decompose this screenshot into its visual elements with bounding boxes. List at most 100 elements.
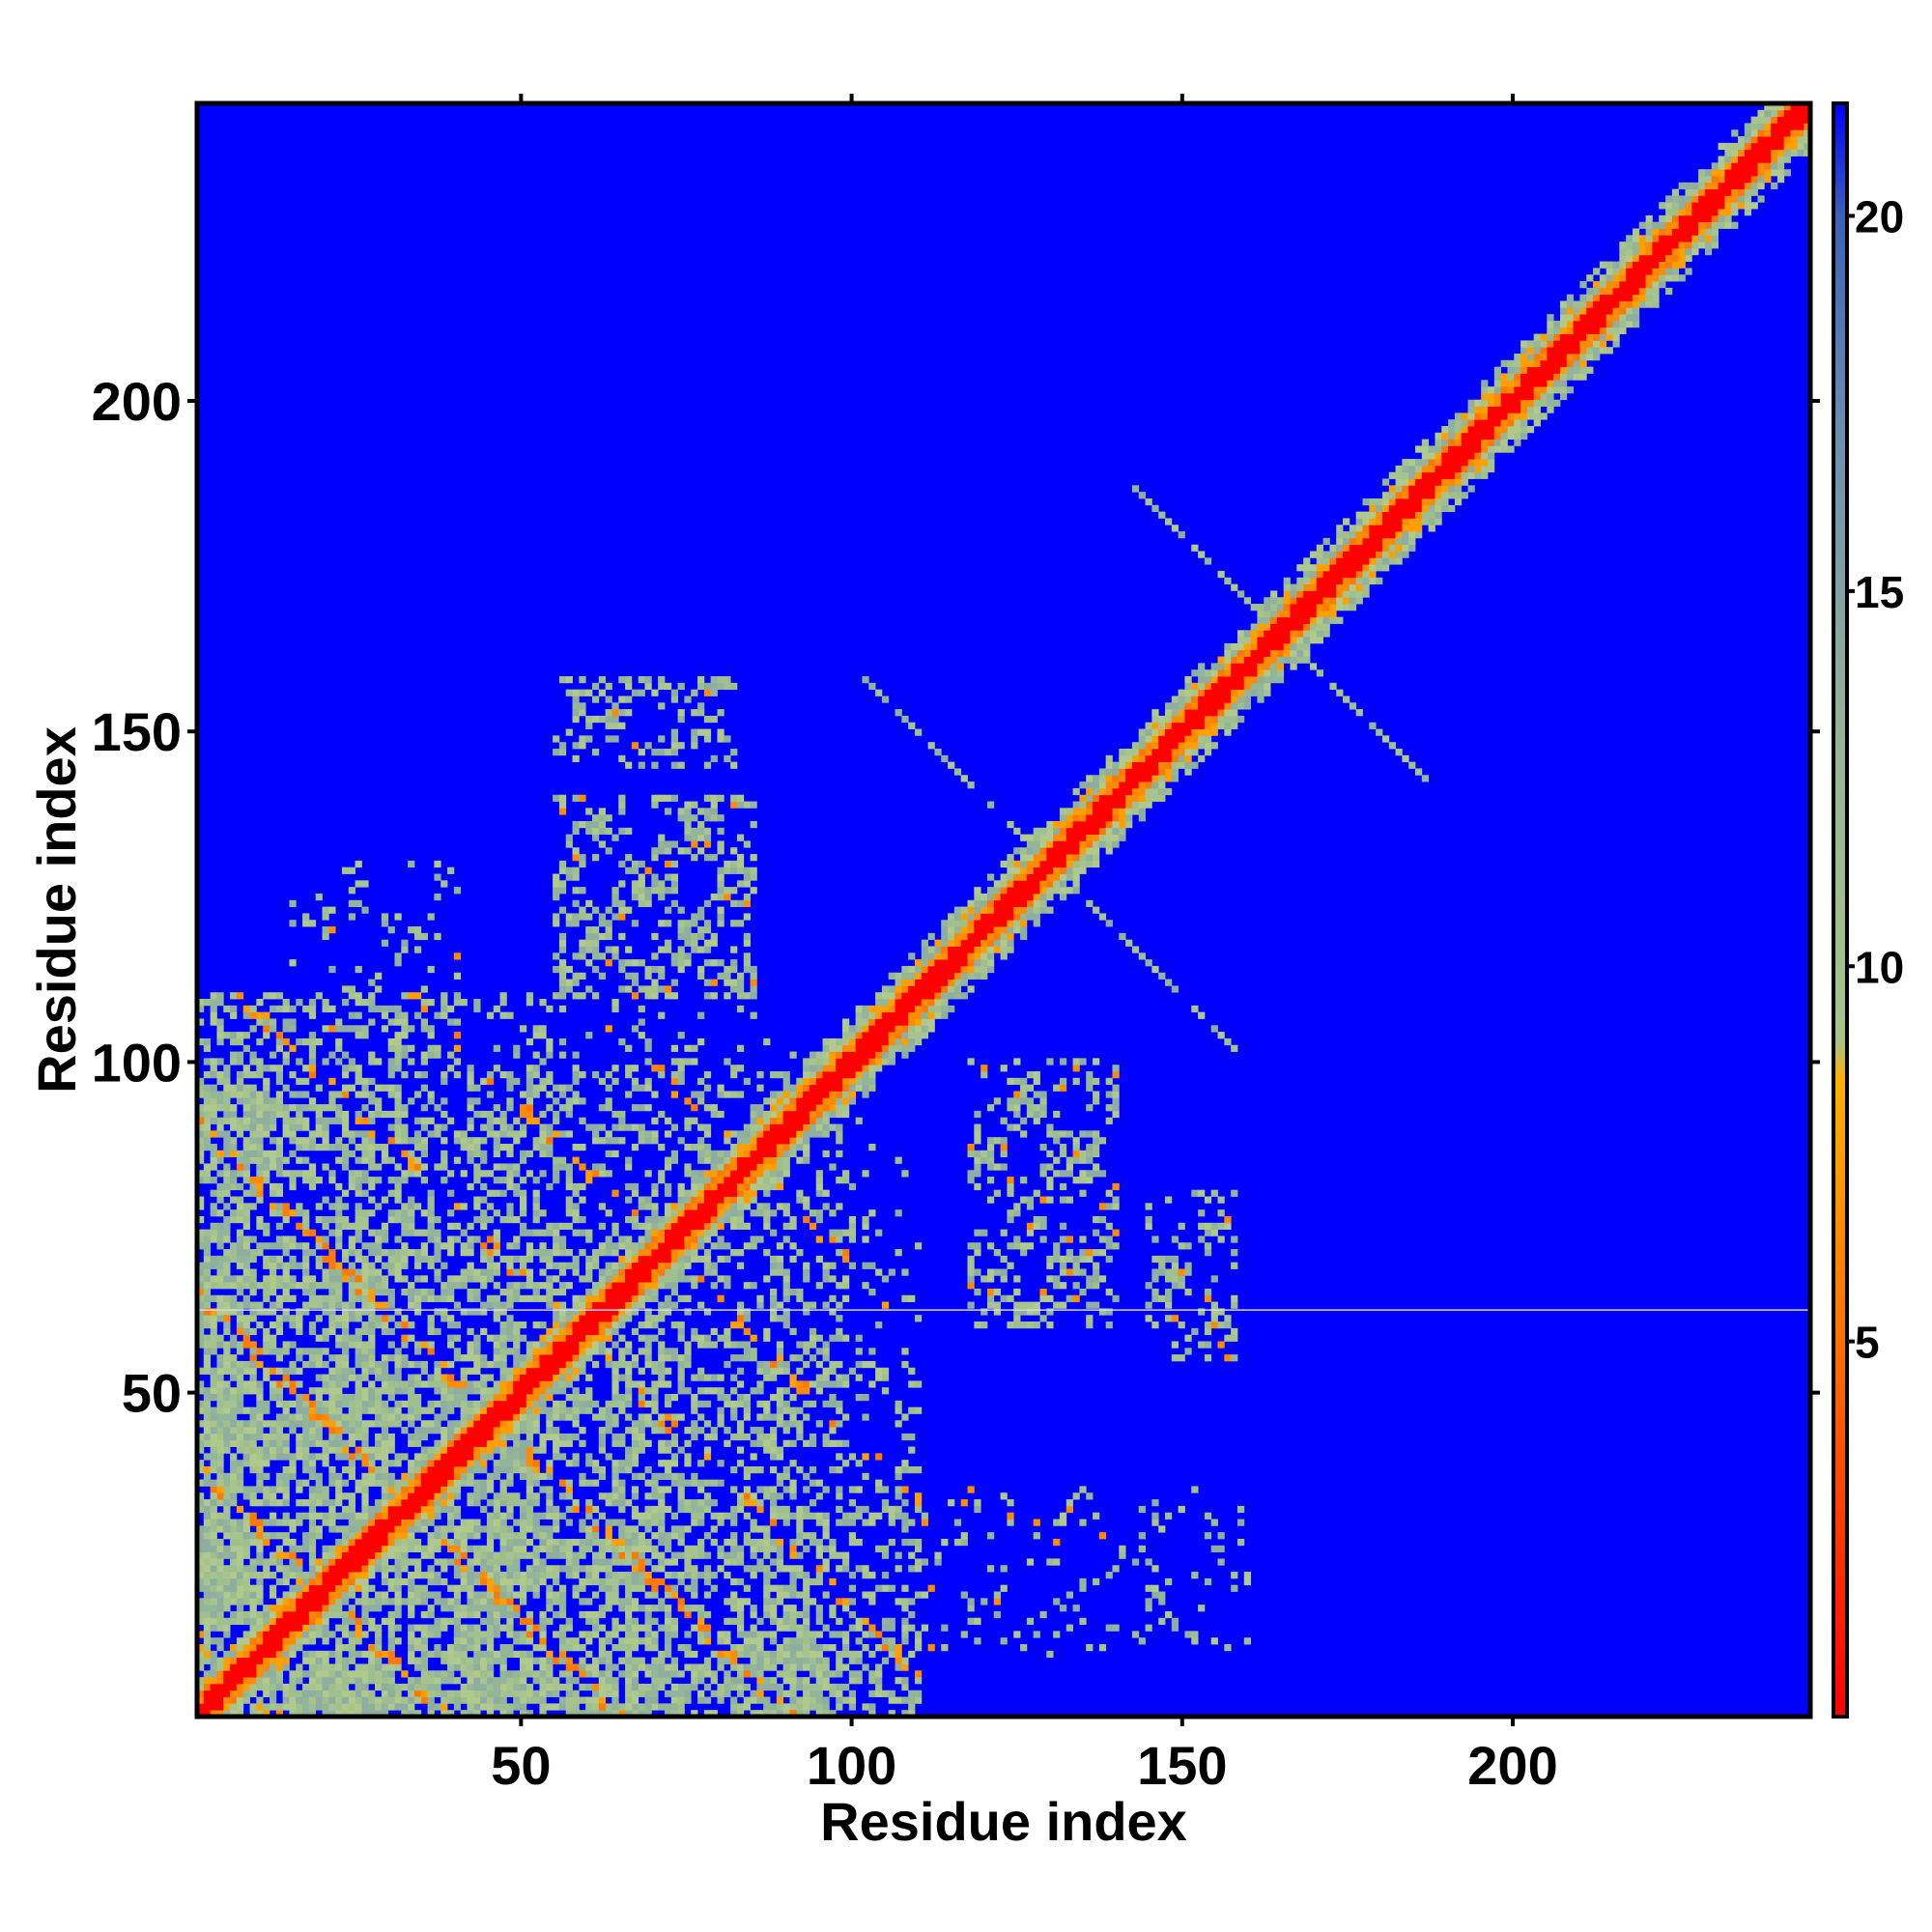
heatmap-cell: [1547, 327, 1554, 334]
heatmap-cell: [1573, 354, 1580, 361]
heatmap-cell: [275, 1262, 284, 1269]
heatmap-cell: [1593, 294, 1601, 301]
heatmap-cell: [658, 1222, 666, 1230]
heatmap-cell: [1638, 221, 1646, 229]
heatmap-cell: [197, 1275, 205, 1283]
heatmap-cell: [513, 1360, 521, 1369]
heatmap-cell: [242, 1631, 250, 1638]
heatmap-cell: [302, 1308, 310, 1316]
heatmap-cell: [203, 1433, 212, 1441]
heatmap-cell: [197, 1196, 205, 1204]
heatmap-cell: [526, 1400, 534, 1408]
heatmap-cell: [1678, 274, 1686, 282]
heatmap-cell: [934, 946, 942, 953]
heatmap-cell: [1151, 709, 1159, 717]
heatmap-cell: [230, 1696, 238, 1704]
heatmap-cell: [223, 1255, 231, 1264]
heatmap-cell: [558, 1367, 567, 1375]
heatmap-cell: [658, 1229, 666, 1236]
heatmap-cell: [1804, 116, 1810, 124]
heatmap-cell: [579, 1657, 586, 1664]
heatmap-cell: [335, 1282, 343, 1290]
heatmap-cell: [282, 1690, 290, 1697]
heatmap-cell: [881, 1051, 890, 1059]
heatmap-cell: [703, 1215, 712, 1224]
heatmap-cell: [282, 1696, 290, 1704]
heatmap-cell: [263, 1565, 270, 1573]
heatmap-cell: [697, 1236, 705, 1243]
heatmap-cell: [948, 913, 955, 921]
heatmap-cell: [328, 1229, 336, 1236]
heatmap-cell: [520, 1360, 527, 1369]
heatmap-cell: [565, 1657, 573, 1664]
heatmap-cell: [486, 1387, 495, 1395]
heatmap-cell: [526, 1348, 534, 1355]
heatmap-cell: [1738, 136, 1746, 144]
heatmap-cell: [638, 1624, 645, 1632]
heatmap-cell: [829, 1123, 837, 1131]
heatmap-cell: [1105, 814, 1113, 822]
heatmap-cell: [289, 1262, 297, 1269]
heatmap-cell: [579, 1696, 586, 1704]
heatmap-cell: [1593, 327, 1601, 334]
heatmap-cell: [1408, 518, 1416, 526]
heatmap-cell: [1243, 676, 1252, 684]
heatmap-cell: [848, 1058, 857, 1065]
heatmap-cell: [1757, 195, 1765, 203]
heatmap-cell: [1264, 637, 1271, 644]
heatmap-cell: [440, 1439, 448, 1447]
heatmap-cell: [447, 1499, 455, 1507]
heatmap-cell: [223, 1268, 231, 1276]
heatmap-cell: [848, 1032, 857, 1039]
heatmap-cell: [355, 1532, 362, 1540]
heatmap-cell: [381, 1703, 389, 1711]
heatmap-cell: [651, 1677, 659, 1685]
heatmap-cell: [282, 1492, 290, 1500]
heatmap-cell: [427, 1677, 435, 1685]
heatmap-cell: [855, 1051, 863, 1059]
heatmap-cell: [1020, 906, 1028, 914]
heatmap-cell: [216, 1465, 224, 1474]
heatmap-cell: [197, 1690, 205, 1697]
heatmap-cell: [908, 1025, 916, 1033]
heatmap-cell: [855, 1025, 863, 1033]
heatmap-cell: [658, 1683, 666, 1691]
heatmap-cell: [1000, 926, 1008, 934]
heatmap-cell: [513, 1374, 521, 1381]
heatmap-cell: [1079, 827, 1087, 836]
heatmap-cell: [1652, 287, 1660, 296]
heatmap-cell: [658, 1275, 666, 1283]
heatmap-cell: [598, 1670, 607, 1678]
heatmap-cell: [223, 1420, 231, 1428]
heatmap-cell: [1402, 504, 1409, 513]
heatmap-cell: [1718, 182, 1725, 190]
heatmap-cell: [230, 1472, 238, 1481]
heatmap-cell: [1605, 287, 1613, 296]
heatmap-cell: [836, 1071, 843, 1079]
heatmap-cell: [486, 1637, 495, 1645]
heatmap-cell: [1783, 123, 1791, 130]
heatmap-cell: [1395, 537, 1403, 546]
heatmap-cell: [1493, 439, 1502, 446]
heatmap-cell: [1033, 906, 1040, 914]
heatmap-cell: [368, 1605, 376, 1612]
heatmap-cell: [1303, 630, 1311, 638]
heatmap-cell: [1198, 709, 1206, 717]
heatmap-cell: [815, 1130, 823, 1138]
heatmap-cell: [1579, 314, 1587, 322]
heatmap-cell: [776, 1670, 784, 1678]
heatmap-cell: [1026, 913, 1035, 921]
heatmap-cell: [1343, 570, 1350, 579]
heatmap-cell: [658, 1657, 666, 1664]
heatmap-cell: [789, 1605, 797, 1612]
heatmap-cell: [197, 1605, 205, 1612]
heatmap-cell: [558, 1354, 567, 1362]
heatmap-cell: [256, 1598, 264, 1605]
heatmap-cell: [1619, 294, 1627, 301]
heatmap-cell: [1790, 142, 1798, 151]
heatmap-cell: [579, 1631, 586, 1638]
heatmap-cell: [263, 1077, 270, 1086]
heatmap-cell: [974, 920, 981, 927]
heatmap-cell: [249, 1465, 257, 1474]
heatmap-cell: [427, 1472, 435, 1481]
